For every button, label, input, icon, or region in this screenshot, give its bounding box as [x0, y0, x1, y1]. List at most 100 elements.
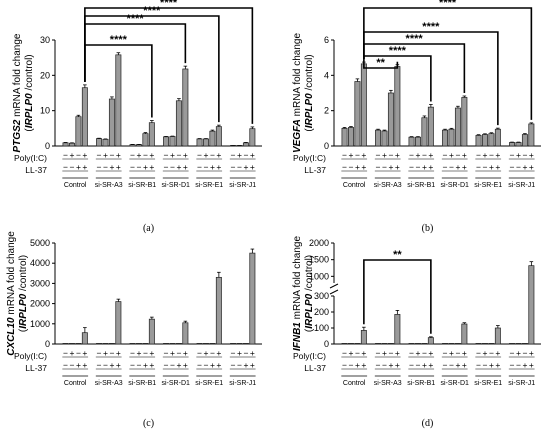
- ll37-sign: −: [482, 360, 487, 370]
- ll37-sign: −: [231, 360, 236, 370]
- ll37-sign: +: [422, 162, 427, 172]
- treatment-label-ll37: LL-37: [304, 363, 326, 373]
- ll37-sign: −: [342, 162, 347, 172]
- significance-bracket: [84, 7, 254, 124]
- ll37-sign: +: [183, 360, 188, 370]
- bar: [387, 92, 394, 147]
- axis-break-mark: [329, 289, 339, 295]
- y-axis-gene-name: PTGS2: [12, 119, 23, 152]
- ll37-sign: −: [342, 360, 347, 370]
- polyic-sign: −: [164, 150, 169, 160]
- bar: [394, 66, 401, 147]
- ll37-sign: −: [170, 162, 175, 172]
- y-tick-label: 0: [324, 339, 329, 349]
- ll37-sign: +: [522, 162, 527, 172]
- ll37-sign: +: [109, 360, 114, 370]
- ll37-sign: −: [476, 162, 481, 172]
- ll37-sign: −: [476, 360, 481, 370]
- bar: [102, 343, 109, 345]
- bar: [203, 138, 209, 147]
- ll37-sign: −: [510, 360, 515, 370]
- ll37-sign: −: [197, 162, 202, 172]
- polyic-sign: −: [522, 150, 527, 160]
- ll37-sign: −: [130, 162, 135, 172]
- significance-stars: ****: [406, 33, 424, 45]
- polyic-sign: +: [361, 348, 366, 358]
- polyic-sign: −: [143, 348, 148, 358]
- polyic-sign: +: [428, 348, 433, 358]
- group-label: si-SR-B1: [128, 182, 156, 189]
- polyic-sign: +: [449, 348, 454, 358]
- group-label: si-SR-A3: [95, 380, 123, 387]
- group-label: si-SR-D1: [441, 380, 469, 387]
- bar: [461, 323, 468, 345]
- ll37-sign: +: [216, 360, 221, 370]
- bar: [175, 100, 182, 147]
- bar: [148, 318, 155, 345]
- y-tick-label: 2000: [30, 299, 50, 309]
- group-label: si-SR-B1: [407, 182, 435, 189]
- bar: [142, 343, 149, 345]
- ll37-sign: +: [149, 360, 154, 370]
- group-label: Control: [343, 182, 366, 189]
- ll37-sign: +: [361, 162, 366, 172]
- y-axis-label: PTGS2 mRNA fold change: [12, 33, 23, 152]
- polyic-sign: +: [250, 348, 255, 358]
- bar: [209, 343, 216, 345]
- bar: [62, 343, 69, 345]
- bar: [509, 343, 516, 345]
- ll37-sign: −: [237, 360, 242, 370]
- polyic-sign: −: [97, 150, 102, 160]
- y-axis-gene-name: VEGFA: [292, 119, 303, 153]
- ll37-sign: +: [143, 360, 148, 370]
- polyic-sign: +: [69, 150, 74, 160]
- group-label: si-SR-E1: [474, 182, 502, 189]
- bar: [482, 134, 488, 147]
- y-axis-label-text: mRNA fold change: [12, 33, 23, 120]
- polyic-sign: −: [376, 348, 381, 358]
- bar: [69, 142, 75, 147]
- bar: [375, 343, 382, 345]
- polyic-sign: +: [136, 150, 141, 160]
- polyic-sign: −: [231, 150, 236, 160]
- polyic-sign: +: [348, 150, 353, 160]
- ll37-sign: +: [522, 360, 527, 370]
- polyic-sign: +: [361, 150, 366, 160]
- ll37-sign: −: [103, 162, 108, 172]
- ll37-sign: +: [250, 162, 255, 172]
- bar: [209, 130, 216, 147]
- polyic-sign: +: [250, 150, 255, 160]
- ll37-sign: −: [449, 360, 454, 370]
- group-label: si-SR-E1: [195, 182, 223, 189]
- polyic-sign: −: [143, 150, 148, 160]
- bar: [427, 106, 434, 147]
- polyic-sign: +: [183, 150, 188, 160]
- polyic-sign: +: [103, 150, 108, 160]
- ll37-sign: +: [388, 162, 393, 172]
- polyic-sign: +: [428, 150, 433, 160]
- y-axis-label: VEGFA mRNA fold change: [292, 33, 303, 154]
- significance-stars: ****: [160, 0, 178, 9]
- polyic-sign: −: [76, 150, 81, 160]
- treatment-label-polyic: Poly(I:C): [14, 351, 47, 361]
- panel-letter: (a): [143, 223, 154, 234]
- polyic-sign: −: [409, 348, 414, 358]
- ll37-sign: −: [136, 162, 141, 172]
- ll37-sign: −: [415, 360, 420, 370]
- bar: [175, 343, 182, 345]
- ll37-sign: +: [355, 162, 360, 172]
- polyic-sign: +: [170, 348, 175, 358]
- y-tick-label: 200: [314, 307, 329, 317]
- ll37-sign: +: [422, 360, 427, 370]
- ll37-sign: +: [76, 162, 81, 172]
- polyic-sign: +: [529, 348, 534, 358]
- y-axis-label-2: (IRPLP0 /control): [18, 255, 29, 332]
- bar: [182, 68, 189, 147]
- ll37-sign: +: [243, 360, 248, 370]
- panel-letter: (d): [422, 418, 434, 429]
- bar: [528, 123, 535, 147]
- bar: [242, 142, 249, 147]
- polyic-sign: +: [516, 348, 521, 358]
